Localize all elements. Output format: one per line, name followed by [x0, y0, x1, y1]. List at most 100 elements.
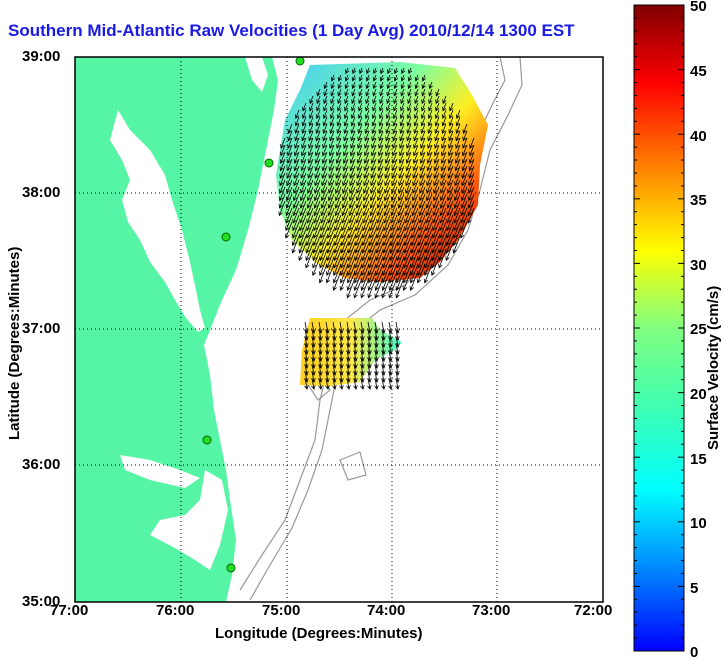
chesapeake-bay: [110, 110, 205, 332]
velocity-vector: [365, 67, 371, 75]
velocity-vector: [411, 193, 419, 209]
velocity-vector: [434, 123, 440, 134]
velocity-vector: [370, 158, 377, 172]
velocity-vector: [383, 200, 391, 217]
velocity-vector: [427, 137, 433, 149]
velocity-vector: [361, 221, 370, 239]
velocity-vector: [411, 200, 419, 217]
velocity-vector: [336, 137, 342, 149]
velocity-vector: [449, 102, 454, 112]
velocity-vector: [392, 130, 398, 142]
velocity-vector: [357, 123, 363, 134]
velocity-vector: [427, 116, 433, 127]
velocity-vector: [454, 158, 461, 172]
velocity-vector: [433, 151, 440, 164]
velocity-vector: [424, 228, 433, 247]
velocity-vector: [342, 179, 349, 194]
velocity-vector: [425, 207, 433, 224]
velocity-vector: [446, 186, 454, 202]
velocity-vector: [399, 123, 405, 134]
velocity-vector: [440, 172, 447, 187]
velocity-vector: [426, 158, 433, 172]
velocity-vector: [299, 193, 307, 209]
velocity-vector: [298, 242, 307, 262]
colorbar-tick-label: 5: [690, 580, 699, 597]
velocity-vector: [340, 221, 349, 239]
velocity-vector: [377, 172, 384, 187]
velocity-vector: [455, 116, 461, 127]
velocity-vector: [294, 123, 300, 134]
velocity-vector: [308, 137, 314, 149]
colorbar-tick-label: 20: [690, 386, 707, 403]
velocity-vector: [434, 130, 440, 142]
velocity-vector: [339, 270, 349, 291]
velocity-vector: [367, 377, 372, 390]
velocity-vector: [349, 172, 356, 187]
velocity-vector: [322, 123, 328, 134]
velocity-vector: [335, 151, 342, 164]
x-tick-label: 76:00: [156, 602, 195, 619]
velocity-vector: [351, 74, 357, 82]
velocity-vector: [323, 81, 328, 90]
velocity-vector: [400, 95, 405, 105]
velocity-vector: [371, 123, 377, 134]
velocity-vector: [432, 214, 440, 232]
velocity-vector: [342, 158, 349, 172]
velocity-vector: [286, 158, 293, 172]
velocity-vector: [461, 158, 468, 172]
velocity-vector: [327, 200, 335, 217]
velocity-vector: [413, 130, 419, 142]
velocity-vector: [391, 158, 398, 172]
velocity-vector: [407, 74, 413, 82]
velocity-vector: [448, 137, 454, 149]
velocity-vector: [344, 88, 349, 97]
velocity-vector: [405, 158, 412, 172]
velocity-vector: [343, 109, 349, 120]
velocity-vector: [386, 95, 391, 105]
colorbar-tick-label: 10: [690, 515, 707, 532]
velocity-vector: [286, 151, 293, 164]
velocity-vector: [379, 74, 385, 82]
velocity-vector: [392, 116, 398, 127]
velocity-vector: [294, 137, 300, 149]
velocity-vector: [360, 270, 370, 291]
velocity-vector: [355, 207, 363, 224]
velocity-vector: [332, 263, 342, 284]
velocity-vector: [385, 109, 391, 120]
velocity-vector: [313, 200, 321, 217]
velocity-vector: [374, 377, 379, 390]
velocity-vector: [381, 377, 386, 390]
velocity-vector: [441, 137, 447, 149]
velocity-vector: [377, 158, 384, 172]
velocity-vector: [341, 200, 349, 217]
velocity-vector: [301, 109, 307, 120]
velocity-vector: [337, 81, 342, 90]
colorbar-tick-label: 25: [690, 321, 707, 338]
velocity-vector: [306, 207, 314, 224]
velocity-vector: [379, 102, 384, 112]
velocity-vector: [446, 207, 454, 224]
velocity-vector: [348, 193, 356, 209]
velocity-vector: [300, 151, 307, 164]
velocity-vector: [397, 186, 405, 202]
radar-site-marker: [264, 158, 274, 168]
velocity-vector: [356, 144, 363, 157]
velocity-vector: [299, 200, 307, 217]
velocity-vector: [320, 214, 328, 232]
velocity-vector: [407, 67, 413, 75]
velocity-vector: [390, 186, 398, 202]
pamlico-sound: [150, 470, 228, 570]
velocity-vector: [421, 81, 426, 90]
velocity-vector: [420, 109, 426, 120]
velocity-vector: [337, 74, 343, 82]
velocity-vector: [372, 67, 378, 75]
velocity-vector: [438, 221, 447, 239]
velocity-vector: [360, 377, 365, 390]
velocity-vector: [452, 228, 461, 247]
velocity-vector: [365, 74, 371, 82]
velocity-vector: [376, 193, 384, 209]
velocity-vector: [358, 95, 363, 105]
velocity-vector: [424, 221, 433, 239]
velocity-vector: [468, 172, 475, 187]
